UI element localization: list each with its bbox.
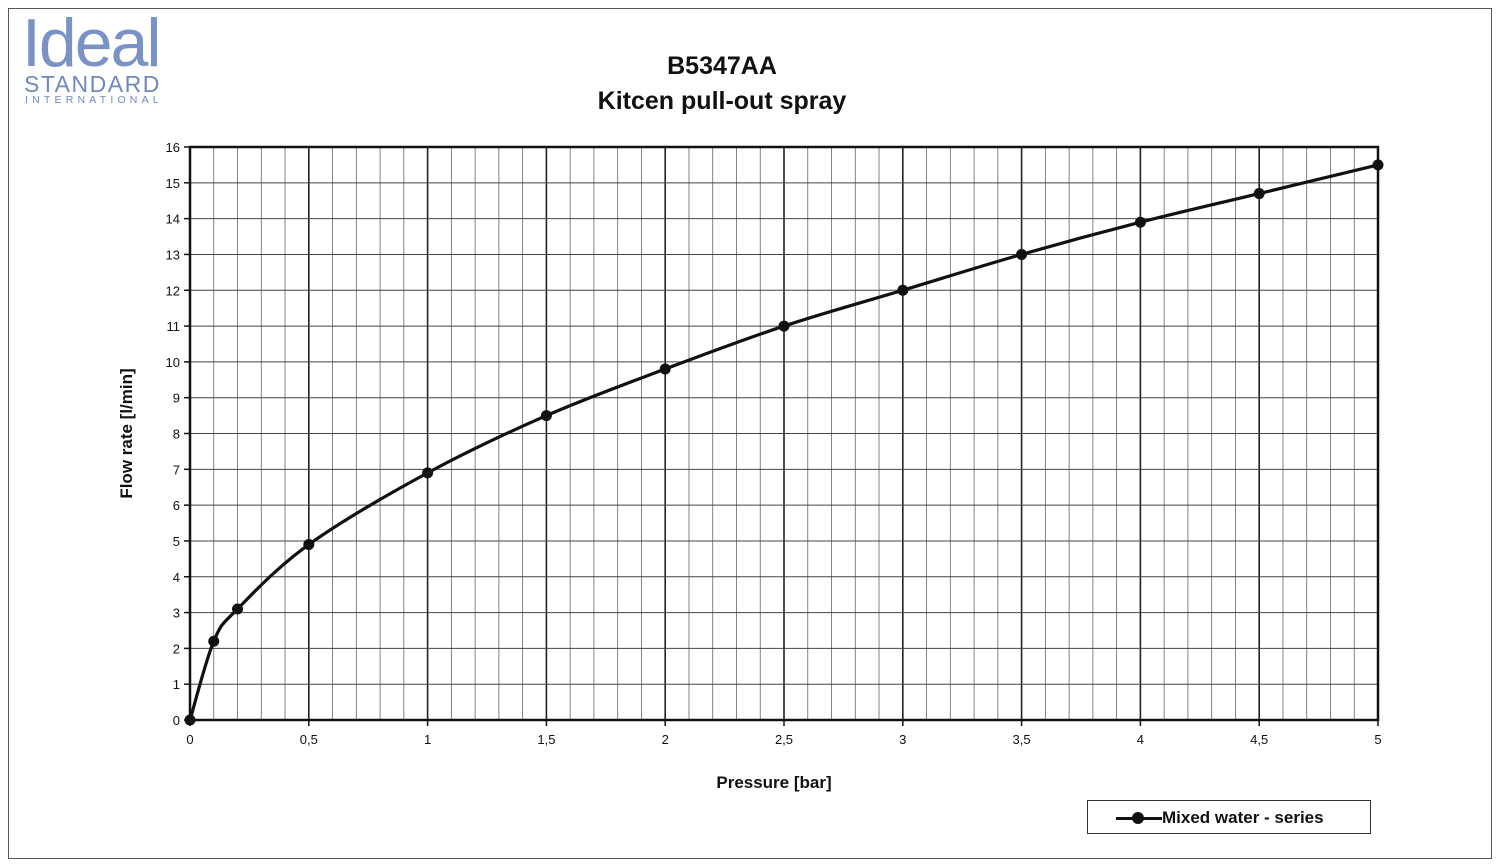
- brand-logo-word: Ideal: [22, 5, 161, 81]
- x-tick-label: 0: [186, 732, 193, 747]
- y-tick-label: 1: [173, 677, 180, 692]
- chart-subtitle: Kitcen pull-out spray: [597, 87, 847, 115]
- x-tick-label: 4: [1137, 732, 1144, 747]
- data-point: [1016, 248, 1028, 260]
- data-point: [897, 284, 909, 296]
- x-tick-label: 1,5: [537, 732, 555, 747]
- x-tick-label: 0,5: [300, 732, 318, 747]
- y-tick-label: 11: [167, 319, 181, 334]
- brand-logo: Ideal STANDARD INTERNATIONAL: [22, 5, 192, 106]
- data-point: [1134, 216, 1146, 228]
- y-tick-label: 16: [166, 140, 180, 155]
- x-tick-label: 2: [662, 732, 669, 747]
- legend-marker-swatch: [1132, 812, 1144, 824]
- y-tick-label: 14: [166, 212, 180, 227]
- y-tick-label: 10: [166, 355, 180, 370]
- data-point: [208, 635, 220, 647]
- data-point: [778, 320, 790, 332]
- data-point: [1372, 159, 1384, 171]
- brand-logo-international: INTERNATIONAL: [25, 94, 163, 106]
- chart-legend: Mixed water - series: [1087, 800, 1371, 834]
- brand-logo-standard: STANDARD: [24, 71, 161, 97]
- chart-frame: [8, 8, 1492, 859]
- y-tick-label: 2: [173, 641, 180, 656]
- data-point: [659, 363, 671, 375]
- y-tick-label: 3: [173, 606, 180, 621]
- x-tick-label: 4,5: [1250, 732, 1268, 747]
- data-point: [540, 410, 552, 422]
- data-point: [303, 539, 315, 551]
- y-tick-label: 7: [173, 462, 180, 477]
- y-tick-label: 15: [166, 176, 180, 191]
- x-tick-label: 3,5: [1013, 732, 1031, 747]
- data-point: [184, 714, 196, 726]
- y-tick-label: 8: [173, 427, 180, 442]
- data-point: [1253, 188, 1265, 200]
- y-tick-label: 4: [173, 570, 180, 585]
- y-tick-label: 9: [173, 391, 180, 406]
- y-tick-label: 6: [173, 498, 180, 513]
- y-tick-label: 12: [166, 283, 180, 298]
- y-tick-label: 13: [166, 247, 180, 262]
- x-tick-label: 1: [424, 732, 431, 747]
- chart-title: B5347AA: [667, 52, 777, 80]
- data-point: [232, 603, 244, 615]
- x-axis-label: Pressure [bar]: [716, 773, 831, 792]
- x-tick-label: 2,5: [775, 732, 793, 747]
- legend-series-label: Mixed water - series: [1162, 808, 1324, 827]
- data-point: [422, 467, 434, 479]
- y-axis-label: Flow rate [l/min]: [117, 368, 136, 498]
- y-tick-label: 0: [173, 713, 180, 728]
- x-tick-label: 3: [899, 732, 906, 747]
- y-tick-label: 5: [173, 534, 180, 549]
- x-tick-label: 5: [1374, 732, 1381, 747]
